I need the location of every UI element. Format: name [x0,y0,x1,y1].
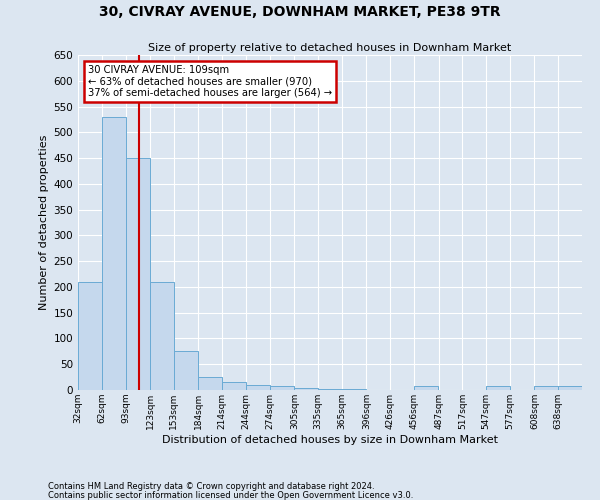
Bar [270,386,293,390]
Text: Contains public sector information licensed under the Open Government Licence v3: Contains public sector information licen… [48,490,413,500]
Bar [318,389,342,390]
Bar [150,282,174,390]
Text: 30 CIVRAY AVENUE: 109sqm
← 63% of detached houses are smaller (970)
37% of semi-: 30 CIVRAY AVENUE: 109sqm ← 63% of detach… [88,65,332,98]
Y-axis label: Number of detached properties: Number of detached properties [39,135,49,310]
Text: Contains HM Land Registry data © Crown copyright and database right 2024.: Contains HM Land Registry data © Crown c… [48,482,374,491]
Bar [199,377,222,390]
Bar [78,282,102,390]
Bar [535,386,558,390]
Bar [558,386,582,390]
Bar [246,385,270,390]
Title: Size of property relative to detached houses in Downham Market: Size of property relative to detached ho… [148,43,512,53]
Bar [295,388,318,390]
Bar [414,386,438,390]
Bar [174,352,197,390]
Bar [222,382,246,390]
X-axis label: Distribution of detached houses by size in Downham Market: Distribution of detached houses by size … [162,434,498,444]
Text: 30, CIVRAY AVENUE, DOWNHAM MARKET, PE38 9TR: 30, CIVRAY AVENUE, DOWNHAM MARKET, PE38 … [99,5,501,19]
Bar [127,158,150,390]
Bar [486,386,510,390]
Bar [102,117,125,390]
